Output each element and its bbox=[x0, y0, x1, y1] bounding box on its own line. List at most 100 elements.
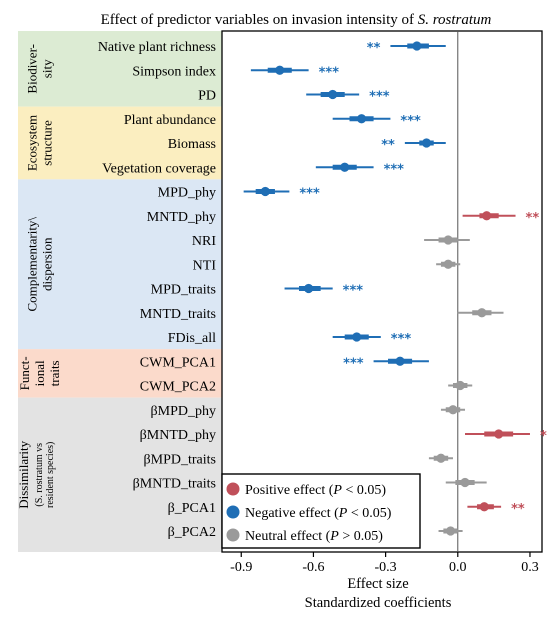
significance-marker: ** bbox=[381, 138, 395, 153]
group-band bbox=[18, 106, 222, 180]
significance-marker: ** bbox=[367, 41, 381, 56]
x-tick-label: 0.0 bbox=[449, 560, 467, 575]
significance-marker: *** bbox=[384, 162, 405, 177]
legend-swatch bbox=[226, 482, 240, 496]
variable-label: MPD_phy bbox=[158, 186, 216, 201]
estimate-point bbox=[494, 429, 504, 439]
legend-entry-text: Negative effect ( bbox=[245, 506, 339, 521]
variable-label: Simpson index bbox=[132, 64, 216, 79]
group-label: Ecosystem structure bbox=[25, 115, 55, 171]
estimate-point bbox=[412, 41, 422, 51]
significance-marker: *** bbox=[369, 90, 390, 105]
significance-marker: ** bbox=[526, 211, 540, 226]
variable-label: Biomass bbox=[168, 137, 216, 152]
legend-swatch bbox=[226, 505, 240, 519]
variable-label: FDis_all bbox=[168, 331, 216, 346]
estimate-point bbox=[448, 405, 458, 415]
estimate-point bbox=[395, 356, 405, 366]
variable-label: βMNTD_phy bbox=[140, 428, 216, 443]
group-labels: Biodiver-sity Ecosystem structure Complemen… bbox=[16, 44, 62, 509]
variable-label: Native plant richness bbox=[98, 40, 216, 55]
group-label-line: Ecosystem bbox=[25, 115, 40, 171]
variable-labels: Native plant richness Simpson index PD Plan… bbox=[98, 40, 217, 540]
variable-label: βMPD_traits bbox=[144, 452, 216, 467]
estimate-point bbox=[352, 332, 362, 342]
variable-label: Plant abundance bbox=[124, 113, 216, 128]
legend-entry-p: P bbox=[338, 506, 348, 521]
group-label-line: structure bbox=[40, 120, 55, 166]
group-label-line: dispersion bbox=[40, 237, 55, 291]
x-tick-label: -0.9 bbox=[230, 560, 252, 575]
significance-marker: * bbox=[540, 429, 547, 444]
estimate-point bbox=[445, 526, 456, 536]
legend-swatch bbox=[226, 528, 240, 542]
chart-title: Effect of predictor variables on invasio… bbox=[101, 12, 492, 28]
legend-entry: Negative effect (P < 0.05) bbox=[245, 506, 392, 521]
chart-title-species: S. rostratum bbox=[418, 12, 492, 28]
x-tick-label: 0.3 bbox=[521, 560, 539, 575]
group-backgrounds bbox=[18, 31, 222, 552]
group-sub-line: (S. rostratum vs bbox=[34, 443, 45, 507]
group-label-line: ional bbox=[32, 360, 47, 386]
estimate-point bbox=[477, 308, 487, 318]
x-axis-title: Effect size bbox=[347, 576, 408, 592]
significance-marker: *** bbox=[343, 284, 364, 299]
variable-label: MNTD_traits bbox=[140, 307, 216, 322]
group-label-line: Biodiver- bbox=[25, 44, 40, 94]
legend-entry-threshold: > 0.05) bbox=[339, 529, 383, 544]
x-axis: -0.9 -0.6 -0.3 0.0 0.3 Effect size Standardize… bbox=[230, 552, 539, 611]
variable-label: NRI bbox=[192, 234, 216, 249]
group-label-line: Funct- bbox=[17, 356, 32, 390]
significance-marker: *** bbox=[299, 187, 320, 202]
chart-title-main: Effect of predictor variables on invasio… bbox=[101, 12, 418, 28]
group-label: Funct-ional traits bbox=[17, 356, 62, 390]
legend-box bbox=[221, 473, 421, 549]
group-sub-line: resident species) bbox=[45, 442, 56, 508]
estimate-point bbox=[340, 162, 350, 172]
estimate-point bbox=[455, 380, 465, 391]
variable-label: CWM_PCA1 bbox=[140, 355, 216, 370]
x-tick-label: -0.3 bbox=[375, 560, 397, 575]
estimate-point bbox=[304, 283, 314, 294]
variable-label: MPD_traits bbox=[151, 283, 216, 298]
legend-entry-threshold: < 0.05) bbox=[347, 506, 391, 521]
group-label: Biodiver-sity bbox=[25, 44, 55, 94]
estimate-point bbox=[421, 138, 432, 148]
estimate-point bbox=[328, 89, 338, 100]
group-band bbox=[18, 349, 222, 398]
variable-label: CWM_PCA2 bbox=[140, 380, 216, 395]
group-label-line: sity bbox=[40, 59, 55, 78]
variable-label: PD bbox=[198, 89, 216, 104]
legend-entry: Positive effect (P < 0.05) bbox=[245, 483, 386, 498]
variable-label: β_PCA1 bbox=[168, 501, 216, 516]
estimate-point bbox=[460, 477, 470, 488]
variable-label: Vegetation coverage bbox=[102, 161, 216, 176]
legend-entry-text: Positive effect ( bbox=[245, 483, 334, 498]
group-label-line: traits bbox=[47, 360, 62, 386]
legend-entry: Neutral effect (P > 0.05) bbox=[245, 529, 383, 544]
estimate-point bbox=[482, 211, 492, 221]
estimate-point bbox=[479, 502, 489, 512]
significance-marker: *** bbox=[391, 332, 412, 347]
plot-area: ********************************* bbox=[221, 30, 547, 553]
estimate-point bbox=[275, 65, 285, 75]
group-label: Complementarity\ dispersion bbox=[25, 217, 55, 312]
legend-entry-p: P bbox=[332, 483, 342, 498]
estimate-point bbox=[443, 235, 453, 245]
x-tick-label: -0.6 bbox=[302, 560, 324, 575]
significance-marker: ** bbox=[511, 502, 525, 517]
legend: Positive effect (P < 0.05)Negative effec… bbox=[221, 473, 421, 549]
group-label: Dissimilarity (S. rostratum vs resident sp… bbox=[16, 440, 56, 508]
significance-marker: *** bbox=[343, 356, 364, 371]
legend-entry-p: P bbox=[329, 529, 339, 544]
variable-label: βMNTD_traits bbox=[133, 477, 216, 492]
group-band bbox=[18, 31, 222, 107]
legend-entry-threshold: < 0.05) bbox=[342, 483, 386, 498]
estimate-point bbox=[260, 186, 270, 197]
group-label-line: Dissimilarity bbox=[16, 440, 31, 508]
variable-label: βMPD_phy bbox=[151, 404, 216, 419]
significance-marker: *** bbox=[319, 65, 340, 80]
variable-label: MNTD_phy bbox=[147, 210, 216, 225]
variable-label: NTI bbox=[193, 258, 217, 273]
